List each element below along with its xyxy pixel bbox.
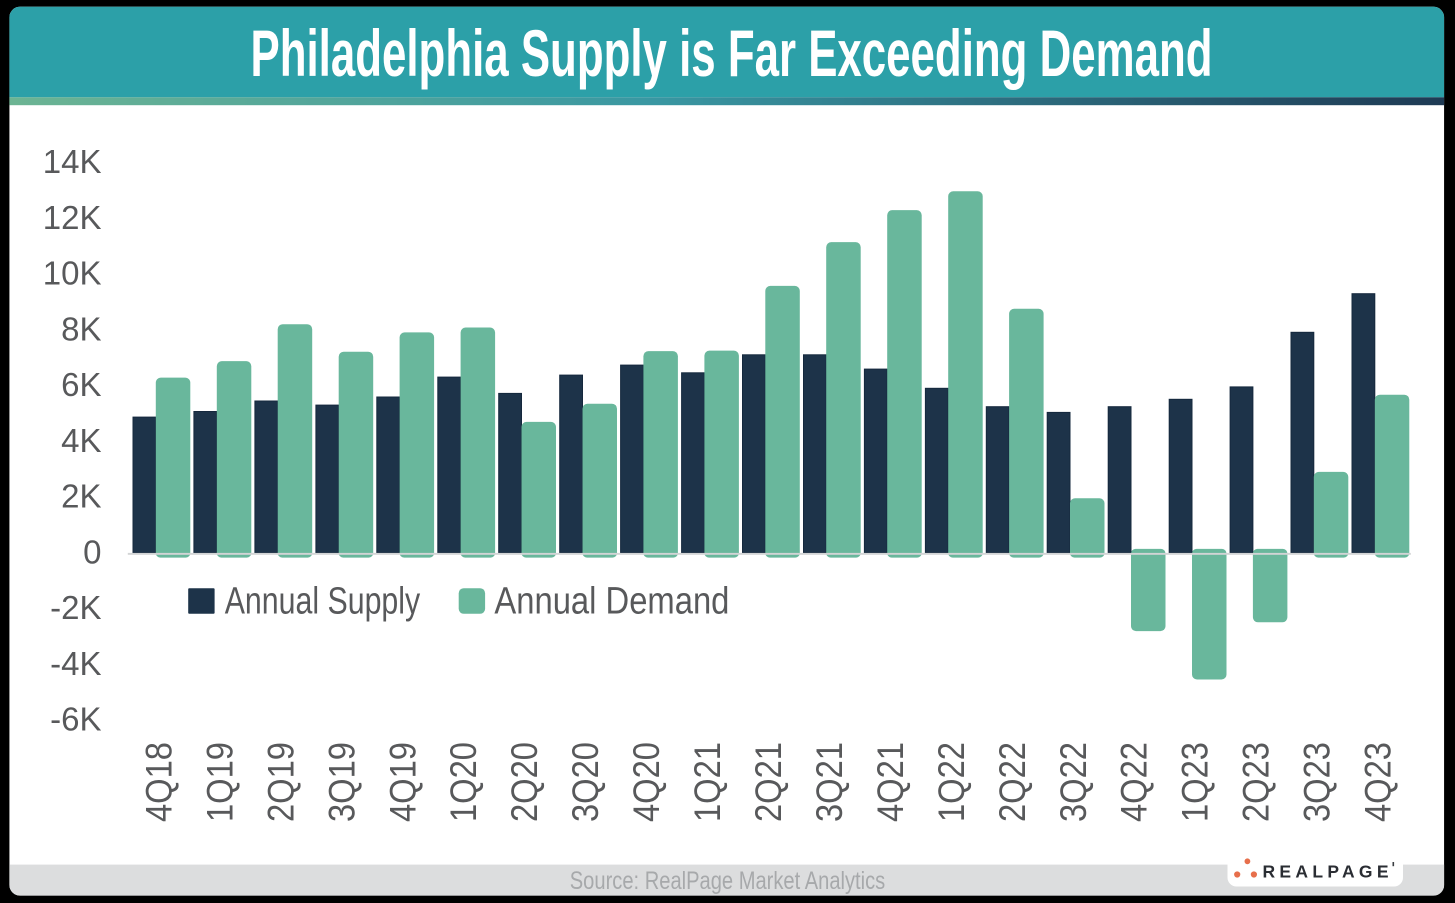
svg-text:REALPAGE: REALPAGE [1263, 862, 1392, 882]
svg-text:3Q20: 3Q20 [565, 742, 606, 822]
svg-text:Annual Demand: Annual Demand [494, 580, 729, 622]
svg-text:1Q20: 1Q20 [443, 742, 484, 822]
svg-text:-4K: -4K [50, 645, 101, 682]
svg-text:2Q22: 2Q22 [992, 742, 1033, 822]
svg-text:4Q19: 4Q19 [382, 742, 423, 822]
svg-text:-2K: -2K [50, 589, 101, 626]
svg-text:2Q19: 2Q19 [260, 742, 301, 822]
svg-text:3Q23: 3Q23 [1297, 742, 1338, 822]
svg-text:Source: RealPage Market Analyt: Source: RealPage Market Analytics [570, 867, 886, 895]
svg-text:4Q22: 4Q22 [1114, 742, 1155, 822]
svg-text:10K: 10K [43, 255, 102, 292]
svg-text:3Q21: 3Q21 [809, 742, 850, 822]
svg-text:4Q18: 4Q18 [139, 742, 180, 822]
svg-text:12K: 12K [43, 199, 102, 236]
svg-text:-6K: -6K [50, 701, 101, 738]
svg-text:2Q20: 2Q20 [504, 742, 545, 822]
svg-text:1Q19: 1Q19 [199, 742, 240, 822]
svg-text:4Q20: 4Q20 [626, 742, 667, 822]
svg-text:4Q23: 4Q23 [1358, 742, 1399, 822]
svg-text:1Q23: 1Q23 [1175, 742, 1216, 822]
svg-text:3Q19: 3Q19 [321, 742, 362, 822]
svg-text:2K: 2K [61, 478, 101, 515]
svg-text:4Q21: 4Q21 [870, 742, 911, 822]
svg-text:1Q22: 1Q22 [931, 742, 972, 822]
svg-text:0: 0 [83, 533, 101, 570]
svg-text:Annual Supply: Annual Supply [225, 580, 421, 622]
svg-text:Philadelphia Supply is Far Exc: Philadelphia Supply is Far Exceeding Dem… [251, 16, 1213, 90]
svg-text:4K: 4K [61, 422, 101, 459]
svg-text:2Q23: 2Q23 [1236, 742, 1277, 822]
svg-text:3Q22: 3Q22 [1053, 742, 1094, 822]
svg-text:8K: 8K [61, 310, 101, 347]
svg-text:1Q21: 1Q21 [687, 742, 728, 822]
svg-text:2Q21: 2Q21 [748, 742, 789, 822]
svg-text:6K: 6K [61, 366, 101, 403]
svg-text:14K: 14K [43, 143, 102, 180]
